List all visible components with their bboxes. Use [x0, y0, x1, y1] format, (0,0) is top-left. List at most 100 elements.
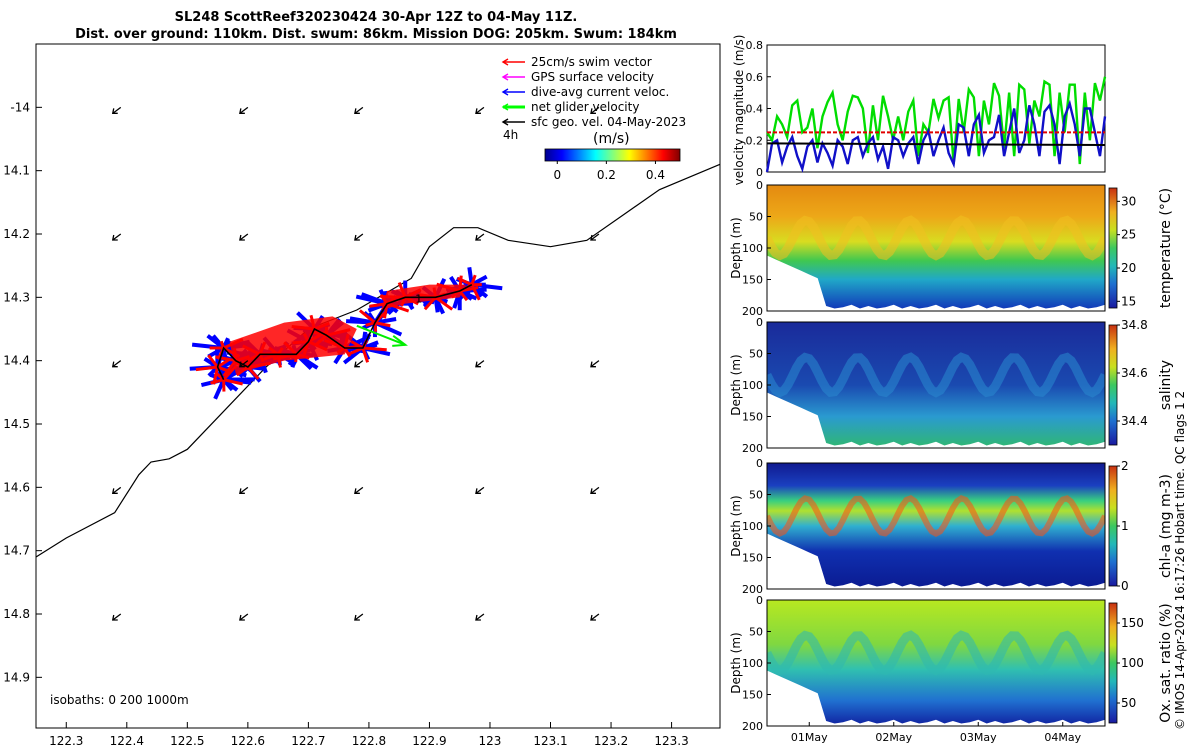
- speed-colorbar-tick-label: 0: [553, 168, 561, 182]
- geo-vector-head: [590, 108, 596, 114]
- speed-colorbar-tick-label: 0.2: [597, 168, 616, 182]
- velocity-series-line: [766, 142, 1106, 147]
- geo-vector-head: [590, 361, 596, 368]
- profile-y-tick-label: 100: [742, 242, 763, 255]
- legend-label: GPS surface velocity: [531, 70, 654, 84]
- map-y-tick-label: 14.4: [3, 354, 30, 368]
- profile-colorbar-tick-label: 34.6: [1121, 366, 1148, 380]
- swim-vector: [347, 346, 364, 357]
- profile-y-tick-label: 0: [756, 316, 763, 329]
- map-x-tick-label: 122.9: [412, 734, 446, 748]
- geo-vector: [475, 613, 485, 621]
- geo-vector-head: [475, 361, 481, 368]
- swim-vector: [207, 354, 219, 368]
- map-y-tick-label: 14.6: [3, 480, 30, 494]
- profile-colorbar-label: temperature (°C): [1158, 188, 1174, 308]
- profile-colorbar-label: Ox. sat. ratio (%): [1158, 603, 1174, 722]
- swim-vector: [361, 347, 370, 363]
- geo-vector: [475, 233, 485, 241]
- map-x-tick-label: 122.3: [49, 734, 83, 748]
- geo-vector: [354, 233, 364, 241]
- geo-vector: [112, 360, 122, 368]
- profile-x-tick-label: 01May: [791, 731, 828, 744]
- legend-label: dive-avg current veloc.: [531, 85, 669, 99]
- geo-vector-head: [239, 488, 245, 494]
- geo-vector-head: [239, 108, 245, 114]
- velocity-y-tick-label: 0.2: [746, 134, 764, 147]
- profile-colorbar-tick-label: 50: [1121, 696, 1136, 710]
- velocity-y-tick-label: 0.4: [746, 103, 764, 116]
- geo-vector: [475, 360, 485, 368]
- profile-panel: 0 50 100 150 200 Depth (m) 0 1 2 chl-a (mg m-3): [729, 457, 1174, 596]
- profile-colorbar: [1108, 324, 1118, 446]
- profile-field: [767, 463, 1105, 587]
- profile-field: [767, 185, 1105, 309]
- profile-colorbar-tick-label: 34.8: [1121, 318, 1148, 332]
- geo-vector-head: [111, 234, 118, 241]
- geo-vector-head: [111, 614, 118, 621]
- map-y-tick-label: 14.3: [3, 290, 30, 304]
- geo-vector-head: [475, 108, 481, 114]
- speed-colorbar-ticks: 0 0.2 0.4: [553, 161, 665, 182]
- geo-vectors: [111, 106, 600, 621]
- map-y-ticks: -14 14.1 14.2 14.3 14.4 14.5 14.6 14.7 14.8 14.9: [3, 100, 42, 684]
- profile-colorbar-tick-label: 15: [1121, 294, 1136, 308]
- geo-vector: [112, 613, 122, 621]
- swim-vector: [210, 378, 225, 385]
- geo-vector-head: [590, 614, 596, 621]
- swim-vector: [223, 378, 243, 386]
- geo-vector: [354, 360, 364, 368]
- velocity-y-tick-label: 0.8: [746, 39, 764, 52]
- velocity-ylabel: velocity magnitude (m/s): [732, 35, 746, 186]
- geo-vector-head: [239, 614, 245, 621]
- map-x-tick-label: 123.3: [654, 734, 688, 748]
- dive-current-vector: [360, 292, 388, 306]
- profile-y-tick-label: 0: [756, 457, 763, 470]
- swim-vector: [374, 321, 391, 328]
- map-y-tick-label: 14.7: [3, 544, 30, 558]
- geo-vector: [112, 486, 122, 494]
- profile-colorbar-label: chl-a (mg m-3): [1158, 474, 1174, 578]
- profile-wave-band: [767, 352, 1105, 398]
- velocity-y-tick-label: 0.6: [746, 71, 764, 84]
- geo-vector: [239, 613, 249, 621]
- profile-wave-band: [767, 630, 1105, 676]
- profile-y-tick-label: 200: [742, 720, 763, 733]
- profile-colorbar-tick-label: 34.4: [1121, 414, 1148, 428]
- title-line1: SL248 ScottReef320230424 30-Apr 12Z to 0…: [175, 10, 578, 25]
- profile-y-tick-label: 100: [742, 379, 763, 392]
- profile-y-tick-label: 150: [742, 552, 763, 565]
- profile-y-tick-label: 0: [756, 594, 763, 607]
- geo-vector-head: [590, 488, 596, 494]
- geo-vector-head: [111, 488, 118, 494]
- geo-vector: [239, 233, 249, 241]
- map-x-tick-label: 123.2: [594, 734, 628, 748]
- profile-ylabel: Depth (m): [729, 495, 743, 556]
- profile-ylabel: Depth (m): [729, 354, 743, 415]
- track-label: 1: [415, 292, 422, 305]
- profile-ylabel: Depth (m): [729, 217, 743, 278]
- net-velocity-arrow: [356, 324, 406, 346]
- swim-vector: [470, 274, 477, 286]
- profile-y-tick-label: 200: [742, 305, 763, 318]
- geo-vector: [239, 360, 249, 368]
- map-y-tick-label: -14: [10, 100, 30, 114]
- geo-vector-head: [354, 234, 360, 241]
- isobath-label: isobaths: 0 200 1000m: [50, 693, 189, 707]
- legend-label: 25cm/s swim vector: [531, 55, 652, 69]
- profile-colorbar-label: salinity: [1158, 360, 1174, 410]
- geo-vector: [239, 486, 249, 494]
- profile-x-tick-label: 04May: [1044, 731, 1081, 744]
- profile-y-tick-label: 100: [742, 657, 763, 670]
- profile-ylabel: Depth (m): [729, 632, 743, 693]
- geo-vector: [590, 233, 600, 241]
- velocity-y-tick-label: 0: [756, 166, 763, 179]
- geo-vector: [239, 106, 249, 114]
- profile-y-tick-label: 50: [749, 626, 763, 639]
- geo-vector-head: [239, 361, 245, 368]
- geo-vector: [112, 106, 122, 114]
- profile-y-tick-label: 200: [742, 583, 763, 596]
- geo-vector: [590, 613, 600, 621]
- profile-y-tick-label: 150: [742, 274, 763, 287]
- swim-vector: [195, 365, 218, 372]
